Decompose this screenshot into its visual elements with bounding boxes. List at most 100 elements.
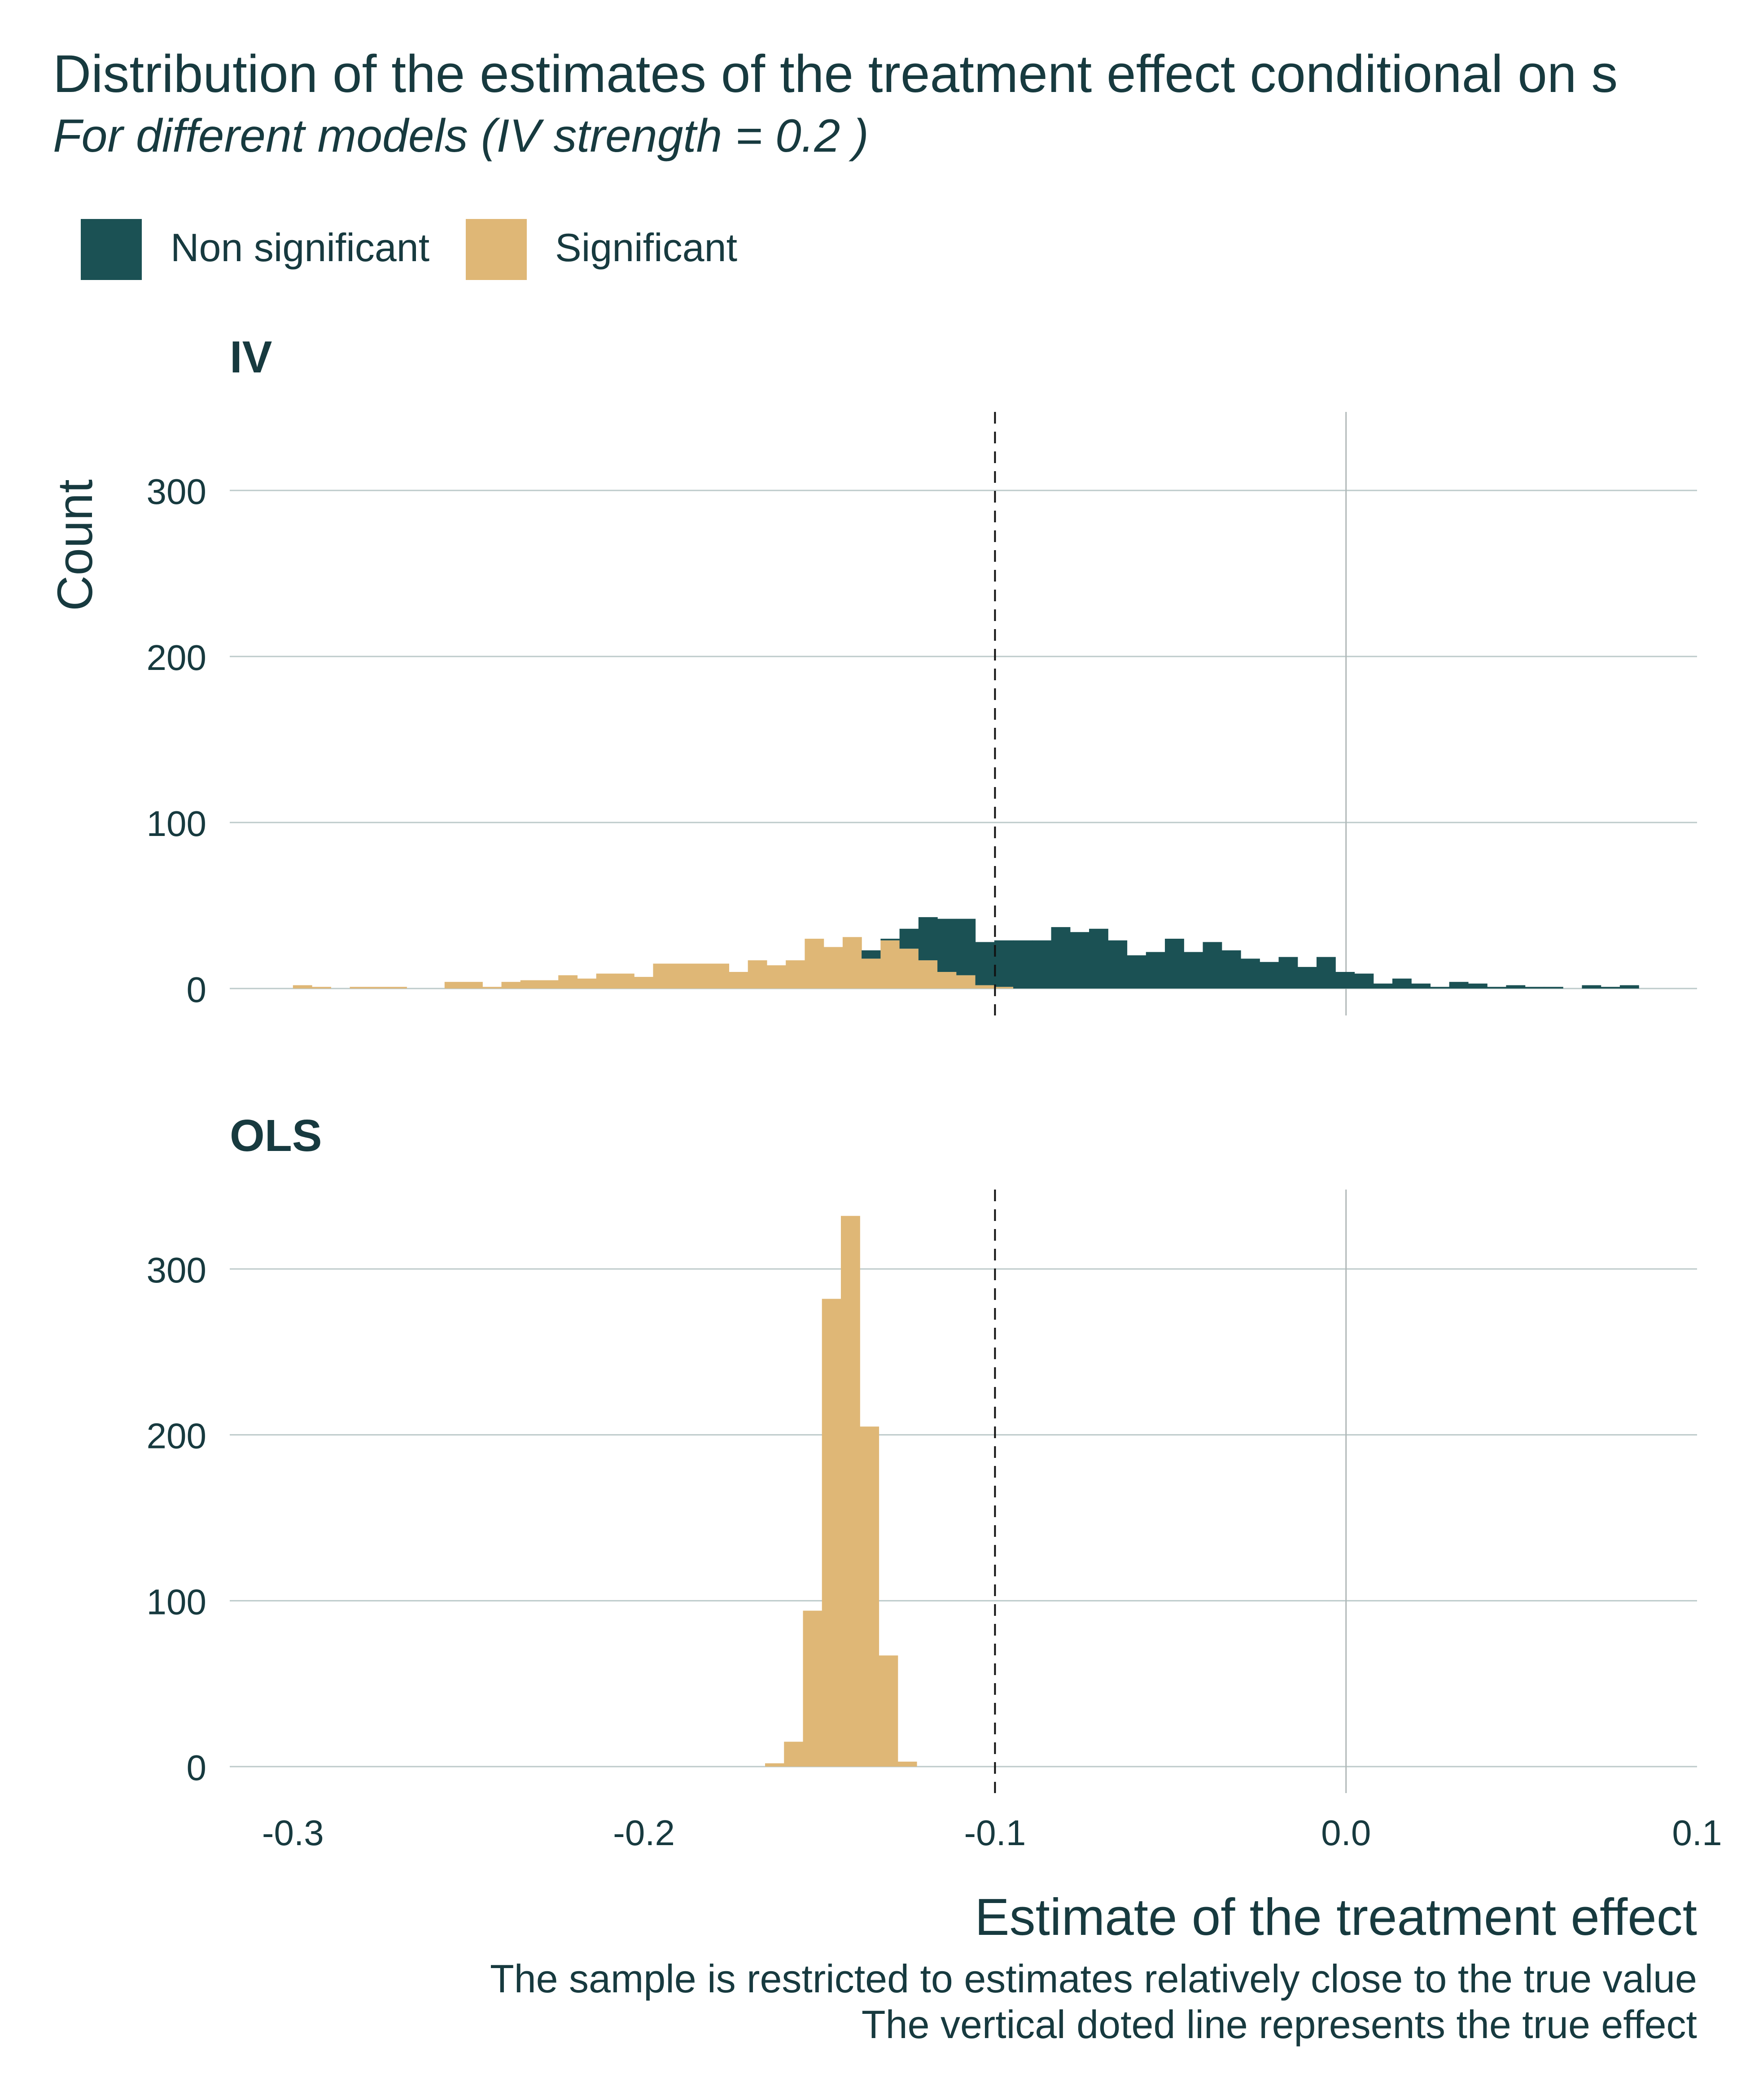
y-tick-label: 0 xyxy=(187,970,207,1010)
bar-non-significant xyxy=(1411,983,1431,989)
bar-non-significant xyxy=(1260,962,1279,989)
bar-non-significant xyxy=(899,928,919,949)
legend-label-non-significant: Non significant xyxy=(171,225,429,270)
bar-non-significant xyxy=(1449,982,1469,989)
bar-significant xyxy=(388,987,407,989)
bar-significant xyxy=(899,949,919,989)
y-tick-label: 200 xyxy=(147,638,206,678)
x-tick-label: -0.3 xyxy=(262,1813,324,1853)
bar-significant xyxy=(937,972,957,989)
bar-non-significant xyxy=(1070,932,1089,989)
caption-line-1: The sample is restricted to estimates re… xyxy=(490,1956,1697,2001)
bar-non-significant xyxy=(1544,987,1563,989)
bar-significant xyxy=(558,975,578,989)
bar-significant xyxy=(672,963,691,989)
bar-non-significant xyxy=(1506,985,1526,989)
bar-significant xyxy=(860,1426,879,1767)
bar-non-significant xyxy=(975,942,995,985)
bar-significant xyxy=(803,1610,822,1767)
bar-significant xyxy=(691,963,710,989)
bar-non-significant xyxy=(1127,955,1146,989)
bar-non-significant xyxy=(1601,987,1620,989)
y-tick-label: 300 xyxy=(147,472,206,512)
bar-non-significant xyxy=(1619,985,1639,989)
bar-non-significant xyxy=(1430,987,1450,989)
bar-significant xyxy=(822,1299,841,1767)
bar-significant xyxy=(312,987,331,989)
bar-significant xyxy=(786,960,805,989)
y-tick-label: 0 xyxy=(187,1748,207,1788)
x-axis-label: Estimate of the treatment effect xyxy=(975,1888,1697,1946)
x-axis-ticks: -0.3 -0.2 -0.1 0.0 0.1 xyxy=(262,1813,1722,1853)
bar-significant xyxy=(615,973,634,989)
bar-significant xyxy=(653,963,673,989)
caption-line-2: The vertical doted line represents the t… xyxy=(862,2002,1697,2047)
bar-non-significant xyxy=(1373,983,1393,989)
bar-non-significant xyxy=(1184,952,1203,989)
bar-significant xyxy=(823,947,843,989)
bar-significant xyxy=(444,982,464,989)
bar-non-significant xyxy=(1089,928,1108,989)
bar-significant xyxy=(880,940,900,989)
bar-significant xyxy=(956,975,976,989)
bar-non-significant xyxy=(1354,973,1374,989)
bar-non-significant xyxy=(918,917,938,961)
bar-significant xyxy=(842,937,862,989)
panel-label-ols: OLS xyxy=(230,1111,322,1161)
legend: Non significant Significant xyxy=(81,219,737,280)
bar-significant xyxy=(897,1761,917,1767)
bar-significant xyxy=(577,978,597,989)
bar-non-significant xyxy=(937,919,957,972)
bar-significant xyxy=(805,939,824,989)
bar-non-significant xyxy=(1468,983,1488,989)
bar-non-significant xyxy=(1278,957,1298,989)
y-axis-label: Count xyxy=(48,479,103,611)
bar-non-significant xyxy=(1146,952,1165,989)
bar-significant xyxy=(482,987,502,989)
bar-significant xyxy=(862,958,881,989)
bar-significant xyxy=(596,973,616,989)
legend-label-significant: Significant xyxy=(555,225,737,270)
chart-subtitle: For different models (IV strength = 0.2 … xyxy=(53,110,869,162)
x-tick-label: 0.0 xyxy=(1321,1813,1371,1853)
bar-significant xyxy=(840,1216,860,1767)
bar-non-significant xyxy=(1241,958,1260,989)
bar-non-significant xyxy=(1108,940,1128,989)
bar-significant xyxy=(501,982,521,989)
panel-iv: IV 0 100 200 300 xyxy=(147,332,1697,1015)
bar-non-significant xyxy=(956,919,976,976)
bar-significant xyxy=(765,1763,784,1767)
bar-significant xyxy=(918,960,938,989)
bar-non-significant xyxy=(1392,978,1412,989)
bar-significant xyxy=(293,985,312,989)
bar-significant xyxy=(634,977,654,989)
bar-significant xyxy=(748,960,767,989)
bar-significant xyxy=(350,987,369,989)
bar-non-significant xyxy=(880,939,900,941)
y-tick-label: 300 xyxy=(147,1250,206,1290)
bar-non-significant xyxy=(1525,987,1544,989)
y-tick-label: 100 xyxy=(147,1582,206,1622)
bar-non-significant xyxy=(1203,942,1222,989)
panel-label-iv: IV xyxy=(230,332,272,382)
bar-significant xyxy=(784,1741,804,1767)
bar-non-significant xyxy=(1335,972,1355,989)
bar-significant xyxy=(766,965,786,989)
bar-non-significant xyxy=(1032,940,1052,989)
x-tick-label: -0.2 xyxy=(613,1813,675,1853)
bar-non-significant xyxy=(1013,940,1032,989)
bar-non-significant xyxy=(1165,939,1184,989)
bar-significant xyxy=(539,980,559,989)
bar-non-significant xyxy=(1221,950,1241,989)
bar-significant xyxy=(710,963,730,989)
bar-significant xyxy=(520,980,540,989)
bar-significant xyxy=(879,1655,898,1767)
bar-non-significant xyxy=(994,940,1014,987)
bar-significant xyxy=(729,972,748,989)
bar-significant xyxy=(994,987,1014,989)
bar-non-significant xyxy=(1297,967,1317,989)
bar-significant xyxy=(464,982,483,989)
x-tick-label: 0.1 xyxy=(1672,1813,1722,1853)
panel-ols: OLS 0 100 200 300 xyxy=(147,1111,1697,1793)
